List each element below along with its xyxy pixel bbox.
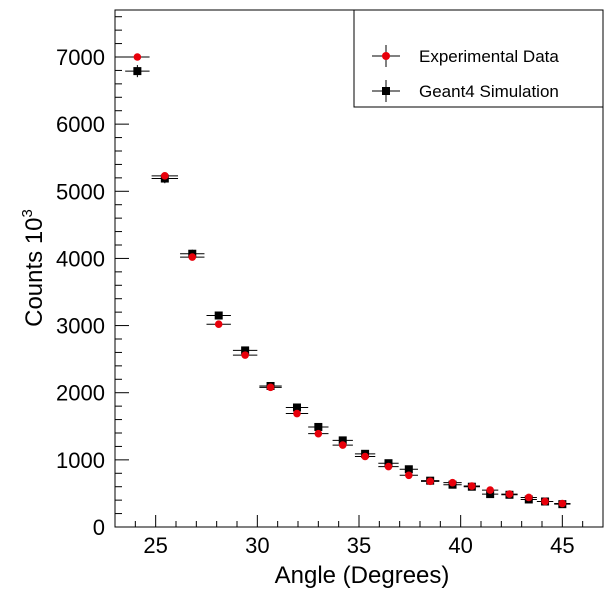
data-point-simulation: [214, 311, 223, 320]
data-point-experimental: [133, 53, 142, 61]
data-point-experimental: [448, 478, 457, 487]
x-tick-label: 40: [448, 533, 472, 558]
data-point-simulation: [314, 422, 323, 431]
data-point-experimental: [405, 471, 413, 480]
data-point-experimental: [314, 429, 323, 438]
y-tick-label: 2000: [56, 381, 105, 406]
x-tick-label: 25: [143, 533, 167, 558]
data-point-experimental: [524, 493, 533, 502]
data-point-experimental: [241, 351, 249, 359]
data-point-experimental: [338, 441, 347, 449]
data-point-experimental: [214, 320, 223, 329]
data-point-experimental: [468, 482, 476, 490]
legend-marker-experimental: [382, 52, 390, 60]
data-point-experimental: [293, 409, 301, 418]
data-point-experimental: [558, 499, 567, 508]
data-point-simulation: [241, 346, 250, 355]
data-point-simulation: [486, 490, 495, 499]
data-point-experimental: [541, 497, 549, 506]
y-axis-title-superscript: 3: [19, 209, 36, 217]
legend-label-experimental: Experimental Data: [419, 47, 559, 66]
x-axis-title: Angle (Degrees): [275, 562, 450, 589]
legend-entry-simulation: Geant4 Simulation: [372, 80, 559, 102]
y-axis-title: Counts 103: [19, 209, 48, 327]
data-series: [125, 53, 571, 509]
x-tick-label: 30: [245, 533, 269, 558]
legend-label-simulation: Geant4 Simulation: [419, 82, 559, 101]
data-point-experimental: [384, 462, 393, 471]
data-point-experimental: [266, 383, 275, 392]
data-point-experimental: [505, 490, 514, 498]
y-tick-label: 0: [93, 515, 105, 540]
data-point-simulation: [338, 436, 347, 445]
legend: Experimental Data Geant4 Simulation: [353, 9, 604, 108]
series-experimental: [125, 53, 571, 508]
y-tick-label: 4000: [56, 246, 105, 271]
y-tick-label: 6000: [56, 112, 105, 137]
x-tick-label: 35: [347, 533, 371, 558]
x-tick-label: 45: [550, 533, 574, 558]
y-axis: 0 1000 2000 3000 4000 5000 6000 7000: [56, 16, 129, 540]
y-tick-label: 3000: [56, 314, 105, 339]
data-point-experimental: [361, 452, 369, 461]
legend-marker-simulation: [382, 87, 390, 95]
data-point-experimental: [426, 477, 434, 486]
data-point-simulation: [404, 465, 413, 474]
legend-entry-experimental: Experimental Data: [372, 45, 559, 67]
data-point-simulation: [292, 403, 301, 412]
y-axis-title-text: Counts 10: [21, 217, 48, 326]
data-point-experimental: [486, 486, 494, 494]
data-point-simulation: [133, 67, 142, 76]
data-point-experimental: [161, 172, 169, 180]
x-axis: 25 30 35 40 45: [114, 515, 604, 558]
y-tick-label: 5000: [56, 179, 105, 204]
y-tick-label: 1000: [56, 448, 105, 473]
y-tick-label: 7000: [56, 45, 105, 70]
data-point-experimental: [188, 253, 197, 261]
